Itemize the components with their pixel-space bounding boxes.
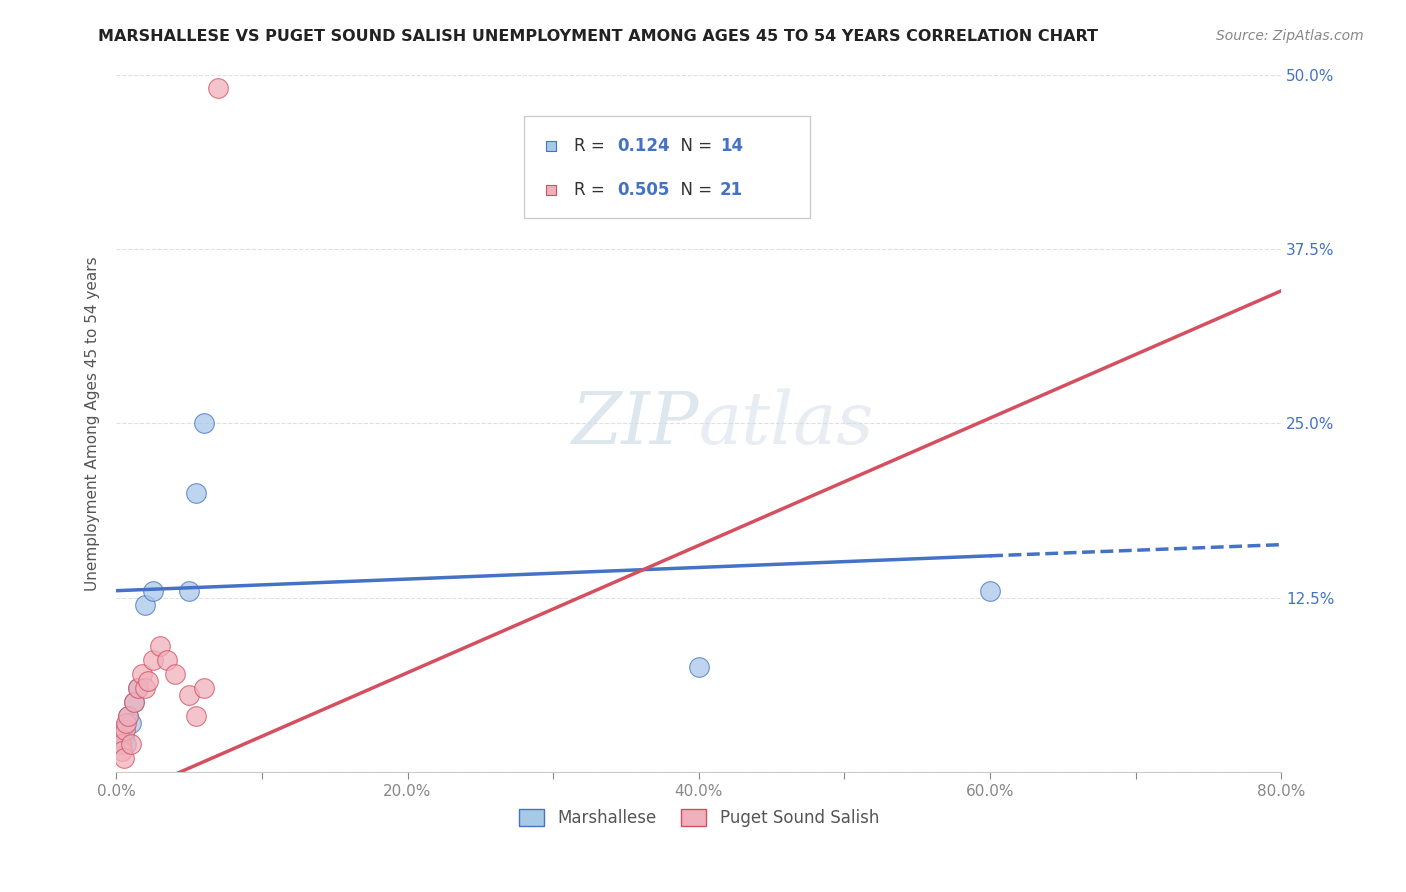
Point [193,681,215,696]
Text: 14: 14 [720,137,742,155]
Point [117,709,139,723]
Point [112,730,135,744]
Point [177,583,200,598]
Point [177,689,200,703]
Point [193,417,215,431]
Point [186,486,208,500]
Text: 0.505: 0.505 [617,181,669,200]
Point [120,737,142,751]
Point [114,723,136,738]
Text: R =: R = [574,137,610,155]
Point [979,583,1001,598]
Point [207,81,229,95]
Point [186,709,208,723]
Text: N =: N = [669,137,717,155]
Text: ZIP: ZIP [571,388,699,458]
Text: MARSHALLESE VS PUGET SOUND SALISH UNEMPLOYMENT AMONG AGES 45 TO 54 YEARS CORRELA: MARSHALLESE VS PUGET SOUND SALISH UNEMPL… [98,29,1098,44]
Point [112,751,135,765]
FancyBboxPatch shape [524,116,810,218]
Y-axis label: Unemployment Among Ages 45 to 54 years: Unemployment Among Ages 45 to 54 years [86,256,100,591]
Point [115,716,138,731]
Text: Source: ZipAtlas.com: Source: ZipAtlas.com [1216,29,1364,43]
Point [688,660,710,674]
Point [127,681,149,696]
Legend: Marshallese, Puget Sound Salish: Marshallese, Puget Sound Salish [512,802,886,833]
Point [134,681,156,696]
Point [134,598,156,612]
Text: N =: N = [669,181,717,200]
Text: 21: 21 [720,181,742,200]
Point [149,640,172,654]
Point [131,667,153,681]
Text: R =: R = [574,181,610,200]
Point [120,716,142,731]
Point [115,737,138,751]
Point [142,653,165,667]
Point [117,709,139,723]
Point [142,583,165,598]
Point [136,674,159,689]
Point [110,737,132,751]
Point [122,695,145,709]
Point [156,653,179,667]
Point [122,695,145,709]
Point [127,681,149,696]
Text: 0.124: 0.124 [617,137,669,155]
Point [111,744,134,758]
Text: atlas: atlas [699,388,875,458]
Point [108,730,131,744]
Point [163,667,186,681]
Point [110,723,132,738]
